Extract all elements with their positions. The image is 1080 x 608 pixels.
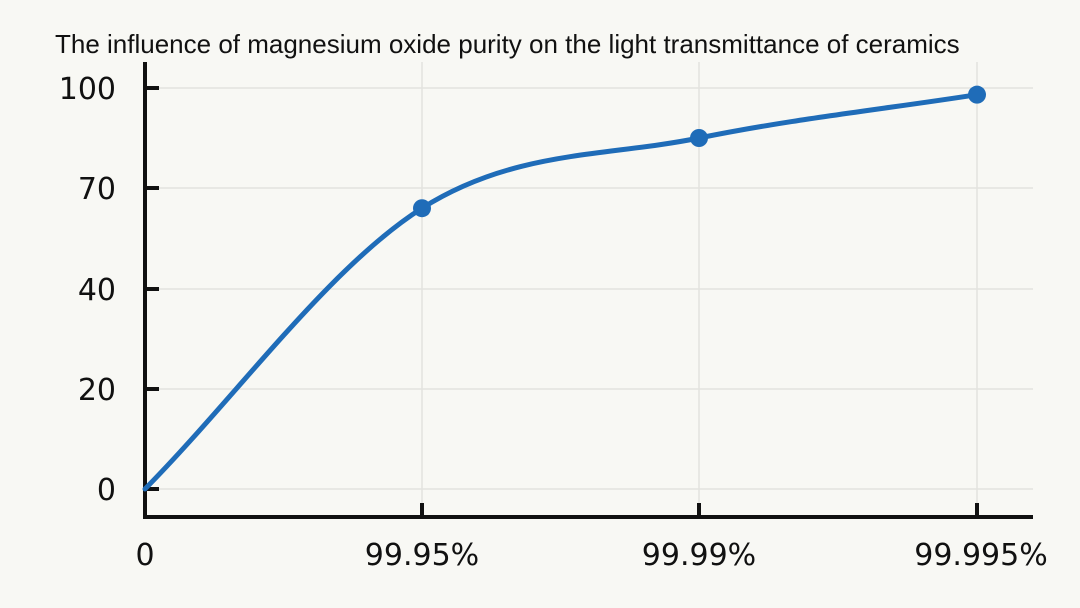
y-tick-label-20: 20 (78, 373, 116, 408)
data-point-2 (690, 129, 708, 147)
y-tick-label-0: 0 (97, 473, 116, 508)
chart-title: The influence of magnesium oxide purity … (55, 29, 960, 59)
tick-labels: 0 20 40 70 100 0 99.95% 99.99% 99.995% (59, 72, 1048, 573)
x-tick-label-3: 99.995% (914, 538, 1047, 573)
data-point-3 (968, 85, 986, 104)
x-tick-label-1: 99.95% (365, 538, 479, 573)
y-tick-label-40: 40 (78, 273, 116, 308)
series-line-0 (142, 92, 980, 492)
gridlines (145, 62, 1033, 517)
y-tick-label-70: 70 (78, 172, 116, 207)
y-tick-label-100: 100 (59, 72, 116, 107)
x-tick-label-0: 0 (135, 538, 154, 573)
data-point-1 (413, 199, 431, 218)
axes (143, 62, 1033, 519)
x-tick-label-2: 99.99% (642, 538, 756, 573)
series-group (142, 85, 986, 492)
